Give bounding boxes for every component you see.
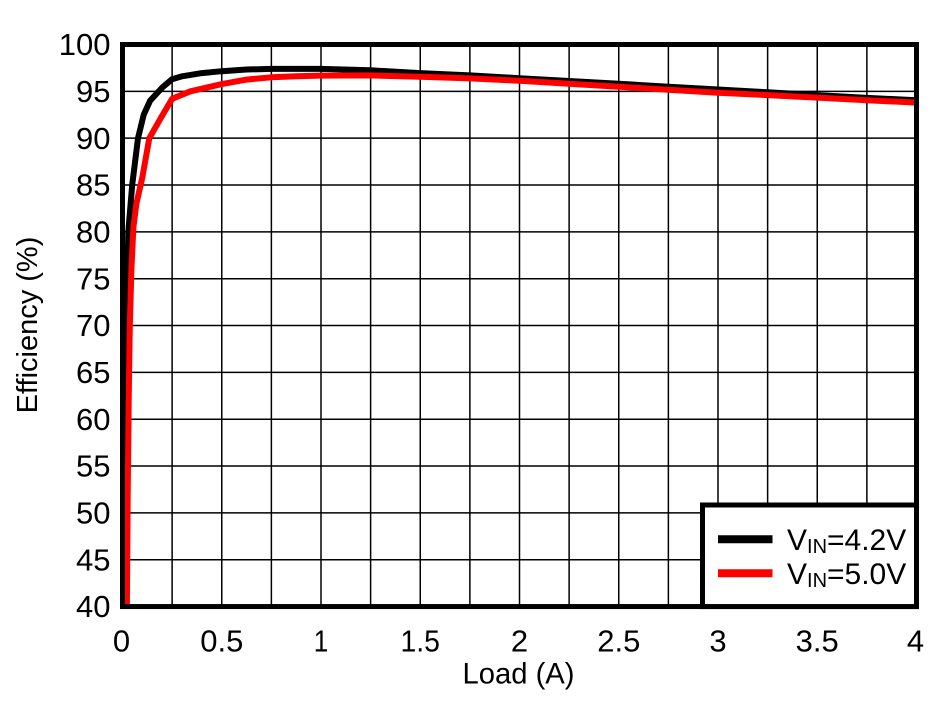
svg-text:85: 85 [76, 168, 110, 203]
svg-text:1: 1 [314, 624, 329, 659]
svg-text:70: 70 [76, 308, 110, 343]
svg-text:2.5: 2.5 [597, 624, 640, 659]
svg-text:0: 0 [113, 624, 130, 659]
svg-text:4: 4 [907, 624, 924, 659]
svg-text:VIN=4.2V: VIN=4.2V [787, 524, 906, 558]
svg-text:VIN=5.0V: VIN=5.0V [787, 558, 906, 592]
svg-text:Efficiency (%): Efficiency (%) [12, 237, 44, 414]
svg-text:100: 100 [59, 27, 111, 62]
svg-text:75: 75 [76, 261, 110, 296]
svg-text:Load (A): Load (A) [463, 658, 575, 691]
svg-text:2: 2 [511, 624, 528, 659]
svg-text:40: 40 [76, 589, 110, 624]
svg-text:80: 80 [76, 214, 110, 249]
svg-text:60: 60 [76, 402, 110, 437]
svg-text:55: 55 [76, 449, 110, 484]
svg-text:65: 65 [76, 355, 110, 390]
svg-text:95: 95 [76, 74, 110, 109]
svg-text:45: 45 [76, 542, 110, 577]
svg-text:50: 50 [76, 496, 110, 531]
svg-text:3: 3 [709, 624, 726, 659]
svg-text:90: 90 [76, 121, 110, 156]
svg-text:3.5: 3.5 [796, 624, 839, 659]
svg-text:0.5: 0.5 [200, 624, 243, 659]
svg-text:1.5: 1.5 [400, 624, 440, 659]
